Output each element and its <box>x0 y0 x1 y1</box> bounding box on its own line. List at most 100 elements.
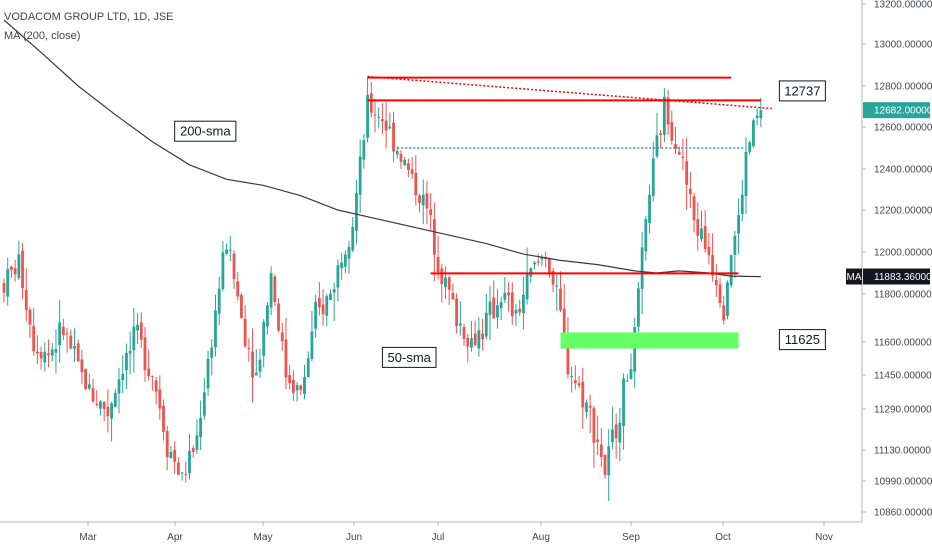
candle-body <box>714 279 718 286</box>
candle-body <box>162 405 165 432</box>
candle-body <box>210 347 214 358</box>
candle-body <box>737 215 740 234</box>
candle-body <box>69 335 73 349</box>
candle-body <box>332 289 336 293</box>
candle-body <box>32 326 36 352</box>
x-tick-label: Mar <box>79 532 97 543</box>
candle-body <box>240 294 243 319</box>
candle-body <box>562 308 566 335</box>
candle-body <box>381 119 384 122</box>
x-tick-label: Jun <box>346 532 362 543</box>
candle-body <box>288 375 292 383</box>
candle-body <box>477 330 481 349</box>
candle-body <box>718 284 722 304</box>
candle-body <box>377 116 381 118</box>
annotation-label: 200-sma <box>180 124 231 139</box>
candle-body <box>84 368 88 389</box>
candle-body <box>228 249 232 251</box>
candle-body <box>188 451 191 474</box>
candle-body <box>540 257 544 260</box>
candle-body <box>559 288 562 311</box>
candle-body <box>507 292 510 296</box>
candle-body <box>317 297 321 308</box>
candle-body <box>151 375 154 377</box>
y-tick-label: 12000.00000 <box>874 248 932 259</box>
ma-badge-tag <box>846 268 862 285</box>
y-tick-label: 12200.00000 <box>874 206 932 217</box>
candle-body <box>236 281 240 297</box>
candle-body <box>10 266 13 270</box>
candle-body <box>518 308 522 313</box>
candle-body <box>206 358 210 389</box>
ma-value-badge <box>863 268 930 285</box>
candle-body <box>740 194 744 214</box>
candle-body <box>369 93 373 113</box>
annotation-box <box>174 120 237 142</box>
candle-body <box>217 288 221 314</box>
candle-body <box>73 346 76 349</box>
candle-body <box>525 272 529 300</box>
candle-body <box>21 250 24 289</box>
x-tick-label: Jul <box>432 532 445 543</box>
candle-body <box>254 372 258 376</box>
candle-body <box>588 405 592 408</box>
candle-body <box>496 305 499 318</box>
candle-body <box>551 270 555 285</box>
candle-body <box>373 114 377 116</box>
y-tick-label: 13200.00000 <box>874 0 932 11</box>
candle-body <box>202 392 206 416</box>
y-tick-label: 10860.00000 <box>874 508 932 519</box>
candle-body <box>17 254 21 279</box>
candle-body <box>128 350 132 354</box>
candle-body <box>533 262 536 265</box>
candle-body <box>622 378 625 427</box>
candle-body <box>403 159 407 166</box>
y-tick-label: 12600.00000 <box>874 123 932 134</box>
candle-body <box>139 322 143 340</box>
candle-body <box>481 333 484 340</box>
candle-body <box>625 380 629 382</box>
candle-body <box>28 309 32 325</box>
candle-body <box>692 196 696 221</box>
candle-body <box>466 337 470 347</box>
candle-body <box>599 444 603 458</box>
candle-body <box>685 161 689 185</box>
candle-body <box>651 158 655 197</box>
candle-body <box>65 333 69 335</box>
candle-body <box>444 277 447 288</box>
x-tick-label: Apr <box>167 532 183 543</box>
candle-body <box>581 381 585 408</box>
candle-body <box>670 122 674 141</box>
candle-body <box>681 156 685 158</box>
x-tick-label: May <box>254 532 273 543</box>
candle-body <box>184 473 188 475</box>
last-price-label: 12682.00000 <box>874 106 932 117</box>
last-price-badge <box>863 102 930 119</box>
candle-body <box>492 297 496 319</box>
candle-body <box>173 449 177 462</box>
candle-body <box>488 301 492 315</box>
candle-body <box>722 305 726 321</box>
trend-line <box>367 75 773 110</box>
y-tick-label: 11290.00000 <box>874 405 932 416</box>
candle-body <box>440 268 444 284</box>
candle-body <box>247 347 251 349</box>
candle-body <box>392 122 395 152</box>
candles <box>2 76 763 502</box>
candle-body <box>462 327 466 339</box>
candle-body <box>106 406 110 417</box>
candle-body <box>384 120 388 131</box>
candle-body <box>707 246 711 256</box>
candle-body <box>748 142 752 153</box>
candle-body <box>451 292 455 300</box>
candle-body <box>176 462 180 475</box>
candle-body <box>366 94 369 138</box>
candle-body <box>117 379 121 394</box>
candle-body <box>522 294 525 314</box>
candle-body <box>147 368 151 377</box>
candle-body <box>729 255 733 286</box>
candle-body <box>644 219 648 252</box>
candle-body <box>418 195 421 203</box>
candle-body <box>191 448 195 452</box>
